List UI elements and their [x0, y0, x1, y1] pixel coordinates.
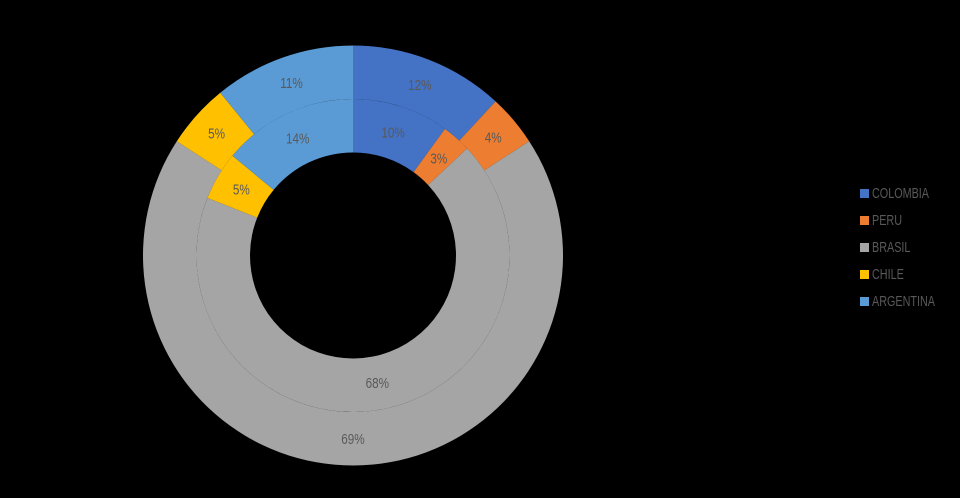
data-label-argentina-outer-ring: 11% [280, 75, 303, 92]
data-label-argentina-inner-ring: 14% [286, 130, 309, 147]
slice-brasil-outer-ring[interactable] [143, 141, 563, 466]
slice-peru-outer-ring[interactable] [459, 101, 530, 171]
legend-label-colombia: COLOMBIA [872, 185, 930, 202]
data-label-peru-inner-ring: 3% [430, 150, 447, 167]
legend-label-brasil: BRASIL [872, 239, 911, 256]
data-label-colombia-inner-ring: 10% [381, 124, 404, 141]
data-label-chile-inner-ring: 5% [233, 181, 250, 198]
data-label-brasil-outer-ring: 69% [341, 431, 364, 448]
legend-swatch-peru [860, 216, 869, 225]
legend-item-colombia[interactable]: COLOMBIA [860, 180, 960, 207]
slice-chile-inner-ring[interactable] [207, 155, 274, 218]
data-label-peru-outer-ring: 4% [485, 129, 502, 146]
slice-argentina-outer-ring[interactable] [220, 45, 353, 135]
legend-label-argentina: ARGENTINA [872, 293, 936, 310]
data-label-brasil-inner-ring: 68% [366, 375, 389, 392]
slice-argentina-inner-ring[interactable] [232, 99, 353, 190]
legend-item-brasil[interactable]: BRASIL [860, 234, 960, 261]
legend-swatch-chile [860, 270, 869, 279]
legend-item-chile[interactable]: CHILE [860, 261, 960, 288]
chart-legend: COLOMBIA PERU BRASIL CHILE ARGENTINA [860, 180, 960, 315]
legend-label-chile: CHILE [872, 266, 904, 283]
data-label-colombia-outer-ring: 12% [408, 77, 431, 94]
slice-colombia-outer-ring[interactable] [353, 45, 496, 141]
legend-label-peru: PERU [872, 212, 903, 229]
legend-swatch-colombia [860, 189, 869, 198]
slice-chile-outer-ring[interactable] [176, 92, 255, 171]
legend-swatch-brasil [860, 243, 869, 252]
legend-item-peru[interactable]: PERU [860, 207, 960, 234]
legend-item-argentina[interactable]: ARGENTINA [860, 288, 960, 315]
data-label-chile-outer-ring: 5% [208, 125, 225, 142]
slice-peru-inner-ring[interactable] [413, 128, 468, 185]
legend-swatch-argentina [860, 297, 869, 306]
slice-brasil-inner-ring[interactable] [196, 148, 510, 412]
slice-colombia-inner-ring[interactable] [353, 99, 445, 173]
